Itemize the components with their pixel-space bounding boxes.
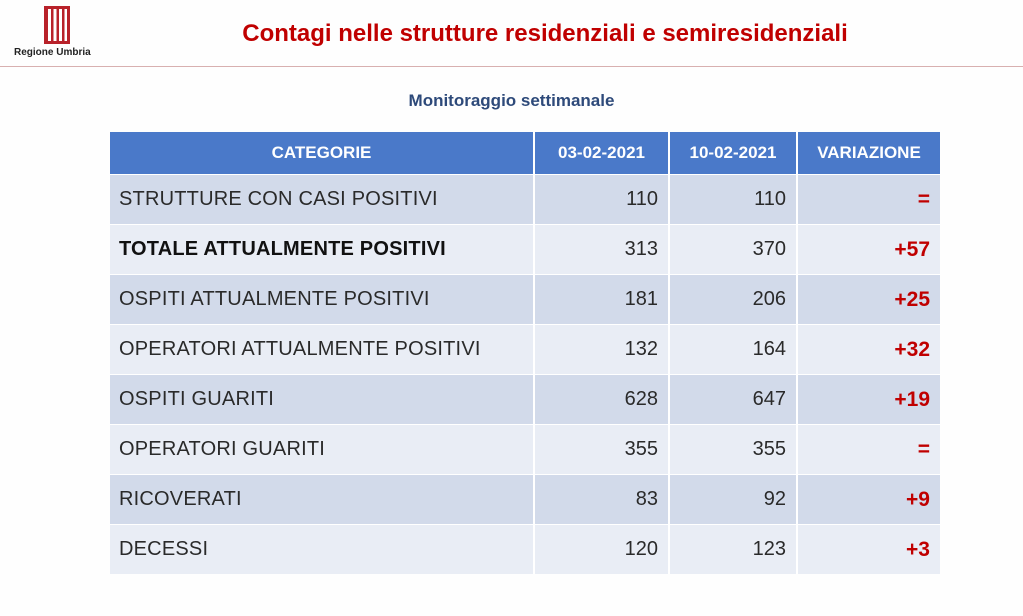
- category-cell: OPERATORI GUARITI: [110, 424, 535, 475]
- value-date-1-cell: 628: [534, 374, 670, 425]
- value-date-2-cell: 370: [669, 224, 798, 275]
- value-date-2-cell: 123: [669, 524, 798, 574]
- table-row: OSPITI GUARITI 628 647 +19: [110, 374, 940, 425]
- table-header-row: CATEGORIE 03-02-2021 10-02-2021 VARIAZIO…: [110, 132, 940, 175]
- regione-umbria-logo: Regione Umbria: [14, 6, 106, 66]
- value-date-2-cell: 647: [669, 374, 798, 425]
- table-subtitle: Monitoraggio settimanale: [408, 91, 615, 110]
- data-table-wrapper: CATEGORIE 03-02-2021 10-02-2021 VARIAZIO…: [110, 132, 940, 574]
- value-date-2-cell: 206: [669, 274, 798, 325]
- value-date-2-cell: 164: [669, 324, 798, 375]
- variation-cell: +3: [797, 524, 940, 574]
- category-cell: OSPITI ATTUALMENTE POSITIVI: [110, 274, 535, 325]
- column-header-categorie: CATEGORIE: [110, 132, 535, 175]
- value-date-1-cell: 181: [534, 274, 670, 325]
- value-date-2-cell: 92: [669, 474, 798, 525]
- table-row: STRUTTURE CON CASI POSITIVI 110 110 =: [110, 174, 940, 225]
- table-row: OPERATORI GUARITI 355 355 =: [110, 424, 940, 475]
- category-cell: OSPITI GUARITI: [110, 374, 535, 425]
- category-cell: DECESSI: [110, 524, 535, 574]
- value-date-1-cell: 120: [534, 524, 670, 574]
- variation-cell: +57: [797, 224, 940, 275]
- category-cell: TOTALE ATTUALMENTE POSITIVI: [110, 224, 535, 275]
- column-header-date-1: 03-02-2021: [534, 132, 670, 175]
- variation-cell: +32: [797, 324, 940, 375]
- variation-cell: =: [797, 174, 940, 225]
- category-cell: STRUTTURE CON CASI POSITIVI: [110, 174, 535, 225]
- variation-cell: +19: [797, 374, 940, 425]
- table-row: TOTALE ATTUALMENTE POSITIVI 313 370 +57: [110, 224, 940, 275]
- value-date-1-cell: 355: [534, 424, 670, 475]
- logo-text: Regione Umbria: [14, 47, 91, 58]
- column-header-variazione: VARIAZIONE: [797, 132, 940, 175]
- category-cell: RICOVERATI: [110, 474, 535, 525]
- value-date-1-cell: 110: [534, 174, 670, 225]
- header-divider: [0, 66, 1023, 67]
- page-title: Contagi nelle strutture residenziali e s…: [242, 20, 848, 47]
- regione-umbria-emblem-icon: [44, 6, 70, 44]
- variation-cell: =: [797, 424, 940, 475]
- value-date-1-cell: 83: [534, 474, 670, 525]
- table-row: RICOVERATI 83 92 +9: [110, 474, 940, 525]
- value-date-1-cell: 313: [534, 224, 670, 275]
- category-cell: OPERATORI ATTUALMENTE POSITIVI: [110, 324, 535, 375]
- table-row: DECESSI 120 123 +3: [110, 524, 940, 574]
- table-row: OSPITI ATTUALMENTE POSITIVI 181 206 +25: [110, 274, 940, 325]
- column-header-date-2: 10-02-2021: [669, 132, 798, 175]
- value-date-2-cell: 355: [669, 424, 798, 475]
- table-row: OPERATORI ATTUALMENTE POSITIVI 132 164 +…: [110, 324, 940, 375]
- data-table: CATEGORIE 03-02-2021 10-02-2021 VARIAZIO…: [110, 132, 940, 574]
- value-date-1-cell: 132: [534, 324, 670, 375]
- variation-cell: +25: [797, 274, 940, 325]
- value-date-2-cell: 110: [669, 174, 798, 225]
- variation-cell: +9: [797, 474, 940, 525]
